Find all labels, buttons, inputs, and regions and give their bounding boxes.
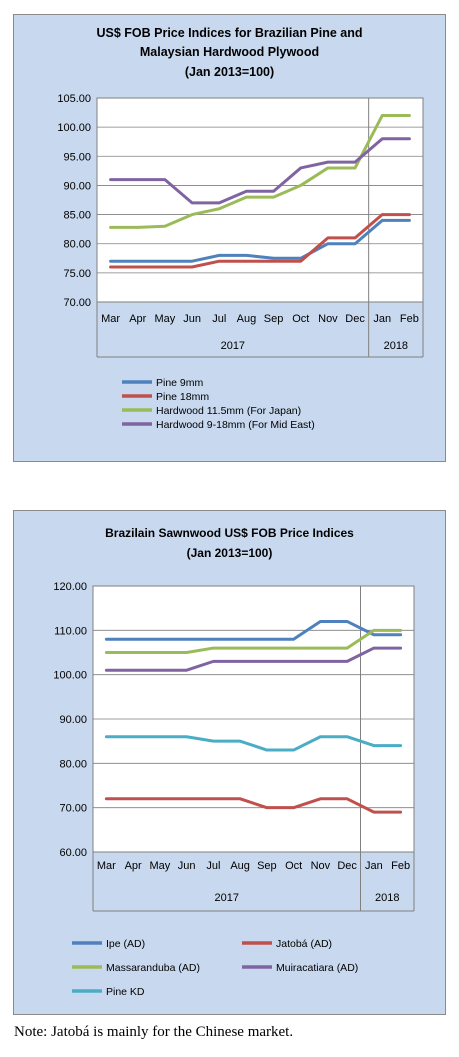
legend-label: Massaranduba (AD) [106,962,200,974]
x-tick-label: Sep [257,860,277,872]
footnote: Note: Jatobá is mainly for the Chinese m… [14,1024,294,1040]
year-group-label: 2017 [221,340,245,352]
y-tick-label: 105.00 [57,93,91,105]
legend-label: Pine 9mm [156,377,204,389]
plywood-chart: US$ FOB Price Indices for Brazilian Pine… [57,26,424,431]
y-tick-label: 85.00 [63,210,91,222]
x-tick-label: Jul [212,313,226,325]
chart-title: US$ FOB Price Indices for Brazilian Pine… [96,26,362,40]
x-tick-label: Feb [391,860,410,872]
x-tick-label: Mar [97,860,116,872]
legend-label: Jatobá (AD) [276,938,332,950]
y-tick-label: 110.00 [54,625,87,637]
legend-label: Hardwood 11.5mm (For Japan) [156,405,301,417]
y-tick-label: 75.00 [63,268,91,280]
x-tick-label: Aug [237,313,257,325]
chart-title: (Jan 2013=100) [185,65,274,79]
x-tick-label: Apr [129,313,146,325]
x-tick-label: Jun [178,860,196,872]
x-tick-label: Dec [345,313,365,325]
series-line-hardwood-9-18mm-for-mid-east [109,137,411,205]
y-tick-label: 80.00 [59,758,87,770]
series-line-pine-9mm [109,218,411,263]
y-tick-label: 90.00 [59,714,87,726]
y-tick-label: 120.00 [53,581,87,593]
series-line-pine-kd [104,735,403,752]
y-tick-label: 95.00 [63,151,91,163]
legend-label: Pine 18mm [156,391,209,403]
x-tick-label: May [155,313,176,325]
x-tick-label: Oct [285,860,302,872]
x-tick-label: May [149,860,170,872]
x-tick-label: Jan [365,860,383,872]
x-tick-label: Jan [373,313,391,325]
x-tick-label: Feb [400,313,419,325]
legend-label: Hardwood 9-18mm (For Mid East) [156,419,315,431]
sawnwood-chart-panel: Brazilain Sawnwood US$ FOB Price Indices… [13,510,446,1015]
series-line-ipe-ad [104,619,403,641]
y-tick-label: 70.00 [63,297,91,309]
sawnwood-chart: Brazilain Sawnwood US$ FOB Price Indices… [53,526,415,998]
chart-title: (Jan 2013=100) [187,546,273,560]
legend-label: Muiracatiara (AD) [276,962,358,974]
year-group-label: 2018 [375,892,399,904]
series-line-pine-18mm [109,213,411,269]
x-tick-label: Dec [337,860,357,872]
y-tick-label: 60.00 [59,847,87,859]
x-tick-label: Mar [101,313,120,325]
y-tick-label: 90.00 [63,180,91,192]
chart-title: Brazilain Sawnwood US$ FOB Price Indices [105,526,354,540]
x-tick-label: Nov [318,313,338,325]
chart-title: Malaysian Hardwood Plywood [140,45,319,59]
y-tick-label: 80.00 [63,239,91,251]
series-line-massaranduba-ad [104,628,403,654]
y-tick-label: 100.00 [53,670,87,682]
x-tick-label: Jul [206,860,220,872]
year-group-label: 2018 [384,340,408,352]
x-tick-label: Apr [125,860,142,872]
year-group-label: 2017 [215,892,239,904]
x-tick-label: Jun [183,313,201,325]
plywood-chart-panel: US$ FOB Price Indices for Brazilian Pine… [13,14,446,462]
legend-label: Ipe (AD) [106,938,145,950]
series-line-muiracatiara-ad [104,646,403,672]
y-tick-label: 100.00 [57,122,91,134]
x-tick-label: Aug [230,860,250,872]
legend-label: Pine KD [106,986,145,998]
y-tick-label: 70.00 [59,803,87,815]
x-tick-label: Oct [292,313,309,325]
x-tick-label: Sep [264,313,284,325]
series-line-jatob-ad [104,797,403,814]
x-tick-label: Nov [311,860,331,872]
